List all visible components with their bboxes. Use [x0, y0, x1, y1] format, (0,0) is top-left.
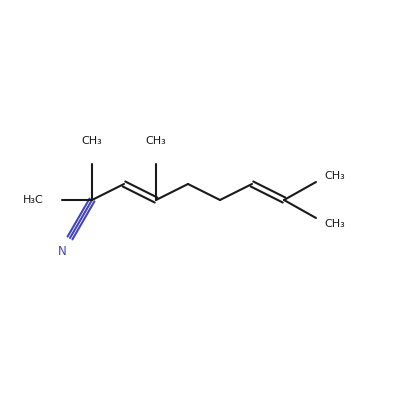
Text: H₃C: H₃C [22, 195, 43, 205]
Text: CH₃: CH₃ [324, 219, 345, 229]
Text: CH₃: CH₃ [324, 171, 345, 181]
Text: CH₃: CH₃ [82, 136, 102, 146]
Text: CH₃: CH₃ [146, 136, 166, 146]
Text: N: N [58, 245, 66, 258]
